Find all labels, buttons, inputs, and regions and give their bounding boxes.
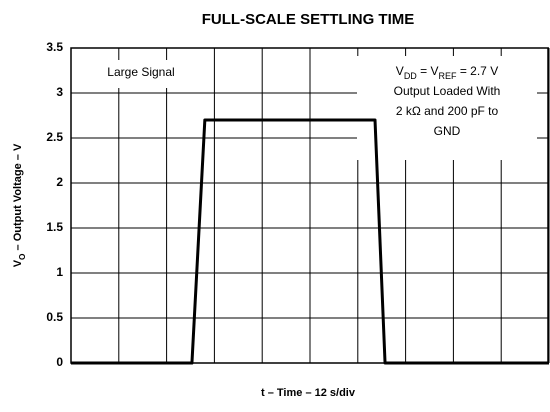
text-part: O [18, 253, 27, 260]
annotation-text: VDD = VREF = 2.7 V [396, 64, 498, 81]
text-part: Output Loaded With [394, 84, 501, 98]
plot-frame [70, 47, 549, 364]
text-part: V [396, 64, 404, 78]
text-part: GND [434, 124, 461, 138]
text-part: DD [404, 71, 417, 81]
annotation-box [357, 56, 537, 160]
y-tick-label: 2.5 [46, 130, 63, 144]
y-tick-label: 3.5 [46, 40, 63, 54]
y-tick-label: 1 [56, 265, 63, 279]
text-part: = 2.7 V [457, 64, 499, 78]
data-line [71, 118, 549, 365]
text-part: Large Signal [107, 65, 174, 79]
text-part: REF [439, 71, 458, 81]
text-part: = V [417, 64, 439, 78]
annotation-text: GND [434, 124, 461, 138]
text-part: – Output Voltage – V [12, 143, 24, 253]
annotation-box [86, 60, 204, 88]
x-axis-label: t – Time – 12 s/div [261, 387, 356, 399]
annotation-text: Output Loaded With [394, 84, 501, 98]
text-part: 2 kΩ and 200 pF to [396, 104, 499, 118]
y-tick-label: 0 [56, 355, 63, 369]
y-tick-label: 0.5 [46, 310, 63, 324]
y-tick-label: 3 [56, 85, 63, 99]
annotation-text: Large Signal [107, 65, 174, 79]
chart-title: FULL-SCALE SETTLING TIME [202, 11, 414, 28]
y-tick-label: 2 [56, 175, 63, 189]
annotation-text: 2 kΩ and 200 pF to [396, 104, 499, 118]
text-part: V [12, 259, 24, 267]
y-tick-label: 1.5 [46, 220, 63, 234]
y-axis-label: VO – Output Voltage – V [12, 143, 27, 267]
